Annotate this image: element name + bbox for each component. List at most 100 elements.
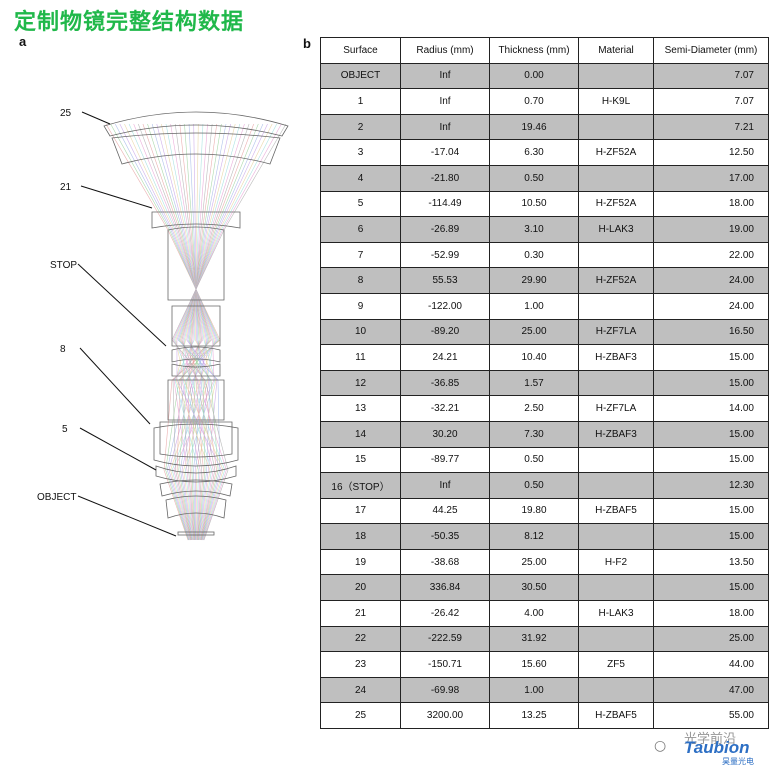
header-thickness: Thickness (mm) — [489, 37, 579, 64]
lens-element-8 — [159, 421, 233, 458]
cell-surface: 11 — [320, 344, 401, 371]
callout-25: 25 — [60, 108, 72, 119]
cell-semi-diameter: 7.07 — [653, 62, 769, 90]
cell-surface: 22 — [320, 625, 401, 653]
cell-thickness: 0.70 — [489, 88, 579, 115]
cell-surface: 15 — [320, 446, 401, 474]
lens-element-23 — [111, 132, 281, 165]
cell-thickness: 1.00 — [489, 676, 579, 704]
page-title: 定制物镜完整结构数据 — [14, 10, 245, 35]
cell-material: H-LAK3 — [578, 216, 654, 243]
cell-radius: -26.42 — [400, 600, 490, 627]
callout-5: 5 — [62, 424, 68, 435]
table-row: 9 -122.00 1.00 24.00 — [320, 292, 769, 320]
cell-surface: 9 — [320, 292, 401, 320]
cell-thickness: 31.92 — [489, 625, 579, 653]
table-row: 13 -32.21 2.50 H-ZF7LA 14.00 — [320, 395, 769, 422]
table-row: 17 44.25 19.80 H-ZBAF5 15.00 — [320, 497, 769, 525]
lens-layout-svg: 25 21 STOP 8 5 OBJECT — [37, 108, 289, 541]
callout-stop: STOP — [50, 260, 77, 271]
lens-layout-diagram: 25 21 STOP 8 5 OBJECT — [0, 40, 300, 740]
cell-radius: -50.35 — [400, 523, 490, 550]
callout-lines — [77, 111, 177, 537]
header-semi-diameter: Semi-Diameter (mm) — [653, 37, 769, 64]
watermark-text: 光学前沿 — [684, 732, 737, 747]
callout-21: 21 — [60, 182, 72, 193]
cell-semi-diameter: 24.00 — [653, 267, 769, 294]
cell-semi-diameter: 14.00 — [653, 395, 769, 422]
cell-material: H-K9L — [578, 88, 654, 115]
cell-thickness: 0.30 — [489, 241, 579, 269]
table-row: 4 -21.80 0.50 17.00 — [320, 164, 769, 192]
watermark-logo: Taubion — [684, 738, 750, 757]
lens-element-14 — [171, 363, 221, 377]
cell-surface: 23 — [320, 651, 401, 678]
cell-material: H-ZF52A — [578, 190, 654, 218]
cell-thickness: 3.10 — [489, 216, 579, 243]
table-row: 24 -69.98 1.00 47.00 — [320, 676, 769, 704]
cell-semi-diameter: 15.00 — [653, 369, 769, 397]
watermark-subtext: 昊量光电 — [722, 757, 754, 766]
cell-thickness: 1.57 — [489, 369, 579, 397]
table-row: 25 3200.00 13.25 H-ZBAF5 55.00 — [320, 702, 769, 730]
cell-semi-diameter: 18.00 — [653, 190, 769, 218]
cell-thickness: 0.50 — [489, 472, 579, 499]
table-row: 21 -26.42 4.00 H-LAK3 18.00 — [320, 600, 769, 627]
cell-thickness: 13.25 — [489, 702, 579, 730]
table-row: OBJECT Inf 0.00 7.07 — [320, 62, 769, 90]
cell-semi-diameter: 7.21 — [653, 113, 769, 141]
table-row: 16（STOP） Inf 0.50 12.30 — [320, 472, 769, 499]
cell-surface: 1 — [320, 88, 401, 115]
lens-elements — [103, 111, 289, 536]
cell-semi-diameter: 22.00 — [653, 241, 769, 269]
table-row: 10 -89.20 25.00 H-ZF7LA 16.50 — [320, 318, 769, 346]
cell-semi-diameter: 15.00 — [653, 523, 769, 550]
cell-surface: 3 — [320, 139, 401, 166]
lens-element-5 — [153, 423, 239, 467]
lens-element-21 — [151, 211, 241, 229]
table-row: 18 -50.35 8.12 15.00 — [320, 523, 769, 550]
cell-surface: 17 — [320, 497, 401, 525]
cell-semi-diameter: 24.00 — [653, 292, 769, 320]
cell-material — [578, 472, 654, 499]
cell-semi-diameter: 15.00 — [653, 446, 769, 474]
table-row: 19 -38.68 25.00 H-F2 13.50 — [320, 548, 769, 576]
cell-radius: Inf — [400, 62, 490, 90]
cell-thickness: 10.40 — [489, 344, 579, 371]
callout-object: OBJECT — [37, 492, 76, 503]
cell-radius: Inf — [400, 472, 490, 499]
cell-radius: -21.80 — [400, 164, 490, 192]
cell-radius: 3200.00 — [400, 702, 490, 730]
cell-semi-diameter: 15.00 — [653, 344, 769, 371]
cell-semi-diameter: 44.00 — [653, 651, 769, 678]
lens-data-table: Surface Radius (mm) Thickness (mm) Mater… — [320, 37, 769, 730]
table-row: 5 -114.49 10.50 H-ZF52A 18.00 — [320, 190, 769, 218]
cell-radius: 24.21 — [400, 344, 490, 371]
cell-surface: 14 — [320, 420, 401, 448]
cell-semi-diameter: 12.30 — [653, 472, 769, 499]
cell-radius: -32.21 — [400, 395, 490, 422]
cell-surface: 24 — [320, 676, 401, 704]
cell-material: H-ZF7LA — [578, 395, 654, 422]
cell-material — [578, 292, 654, 320]
cell-material: H-ZBAF3 — [578, 344, 654, 371]
cell-material: H-ZF7LA — [578, 318, 654, 346]
cell-radius: Inf — [400, 88, 490, 115]
cell-material — [578, 446, 654, 474]
cell-surface: 5 — [320, 190, 401, 218]
cell-radius: 336.84 — [400, 574, 490, 602]
cell-thickness: 8.12 — [489, 523, 579, 550]
cell-thickness: 25.00 — [489, 548, 579, 576]
cell-surface: 21 — [320, 600, 401, 627]
cell-radius: -89.77 — [400, 446, 490, 474]
cell-material: H-ZBAF5 — [578, 702, 654, 730]
callout-8: 8 — [60, 344, 66, 355]
cell-radius: -150.71 — [400, 651, 490, 678]
cell-thickness: 19.80 — [489, 497, 579, 525]
cell-material — [578, 369, 654, 397]
cell-surface: 2 — [320, 113, 401, 141]
cell-semi-diameter: 17.00 — [653, 164, 769, 192]
table-body: OBJECT Inf 0.00 7.07 1 Inf 0.70 H-K9L 7.07 2 Inf 19… — [320, 62, 769, 730]
cell-semi-diameter: 18.00 — [653, 600, 769, 627]
cell-semi-diameter: 55.00 — [653, 702, 769, 730]
